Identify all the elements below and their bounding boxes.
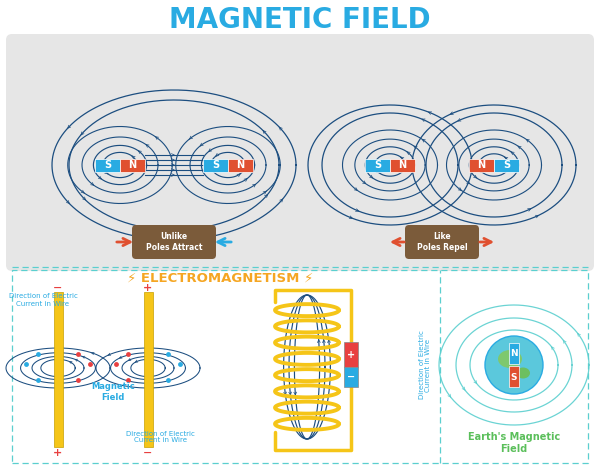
Bar	[228, 159, 253, 171]
Text: N: N	[478, 160, 485, 170]
Text: −: −	[347, 372, 355, 382]
Text: Direction of Electric
Current in Wire: Direction of Electric Current in Wire	[419, 331, 431, 399]
Text: S: S	[212, 160, 219, 170]
Text: S: S	[374, 160, 381, 170]
Bar	[53, 292, 62, 447]
Text: ⚡ ELECTROMAGNETISM ⚡: ⚡ ELECTROMAGNETISM ⚡	[127, 272, 313, 285]
FancyBboxPatch shape	[132, 225, 216, 259]
Ellipse shape	[516, 368, 530, 379]
Text: S: S	[104, 160, 111, 170]
Bar	[509, 343, 519, 364]
Text: Direction of Electric
Current in Wire: Direction of Electric Current in Wire	[125, 430, 194, 444]
Text: N: N	[398, 160, 407, 170]
Bar	[120, 159, 145, 171]
Bar	[203, 159, 228, 171]
Text: N: N	[128, 160, 137, 170]
Bar	[365, 159, 390, 171]
Bar	[390, 159, 415, 171]
Bar	[143, 292, 152, 447]
Text: N: N	[510, 350, 518, 359]
FancyBboxPatch shape	[6, 34, 594, 271]
Text: N: N	[236, 160, 245, 170]
Text: +: +	[53, 448, 62, 458]
Text: Earth's Magnetic
Field: Earth's Magnetic Field	[468, 432, 560, 454]
Text: −: −	[143, 448, 152, 458]
Text: +: +	[143, 283, 152, 293]
Bar	[469, 159, 494, 171]
Bar	[95, 159, 120, 171]
Text: Like
Poles Repel: Like Poles Repel	[416, 232, 467, 252]
Ellipse shape	[498, 350, 522, 368]
Bar	[509, 366, 519, 387]
Bar	[344, 342, 358, 367]
Text: S: S	[503, 160, 510, 170]
Text: S: S	[511, 372, 517, 381]
Bar	[344, 367, 358, 387]
Circle shape	[485, 336, 543, 394]
Text: +: +	[347, 350, 355, 360]
Bar	[494, 159, 519, 171]
FancyBboxPatch shape	[405, 225, 479, 259]
Text: Unlike
Poles Attract: Unlike Poles Attract	[146, 232, 202, 252]
Text: Direction of Electric
Current in Wire: Direction of Electric Current in Wire	[8, 294, 77, 306]
Text: −: −	[53, 283, 62, 293]
Text: Magnetic
Field: Magnetic Field	[91, 382, 135, 402]
Text: MAGNETIC FIELD: MAGNETIC FIELD	[169, 6, 431, 34]
